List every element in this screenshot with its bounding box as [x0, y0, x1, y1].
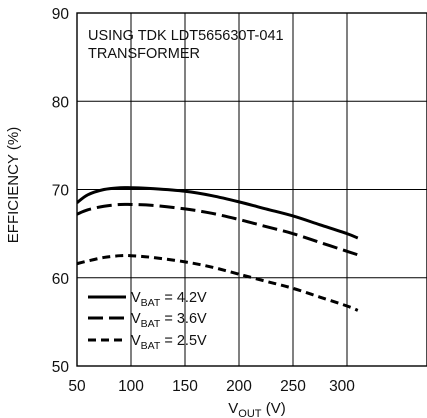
x-tick-label-200: 200	[226, 378, 252, 395]
y-tick-label-80: 80	[52, 94, 70, 111]
legend-label-4-2v-main: V	[131, 290, 141, 306]
legend-label-4-2v: VBAT = 4.2V	[131, 290, 207, 309]
legend-label-2-5v: VBAT = 2.5V	[131, 333, 207, 352]
x-tick-label-50: 50	[68, 378, 86, 395]
legend-label-3-6v-rest: = 3.6V	[160, 311, 207, 327]
y-tick-label-70: 70	[52, 183, 70, 200]
plot-frame	[76, 12, 427, 367]
legend: VBAT = 4.2V VBAT = 3.6V VBAT = 2.5V	[88, 290, 207, 352]
series-group	[77, 186, 359, 312]
y-tick-label-50: 50	[52, 359, 70, 376]
legend-label-3-6v: VBAT = 3.6V	[131, 311, 207, 330]
series-line-2-5v	[77, 253, 359, 312]
legend-label-2-5v-main: V	[131, 333, 141, 349]
x-tick-label-250: 250	[280, 378, 306, 395]
y-axis-title: EFFICIENCY (%)	[5, 127, 22, 243]
series-line-3-6v	[77, 202, 359, 257]
x-axis-title-unit: (V)	[262, 400, 286, 417]
legend-label-4-2v-sub: BAT	[141, 297, 161, 309]
y-tick-label-90: 90	[52, 6, 70, 23]
x-axis-title: VOUT (V)	[228, 400, 285, 418]
x-axis-title-main: V	[228, 400, 238, 417]
grid	[77, 13, 427, 366]
x-tick-label-100: 100	[118, 378, 144, 395]
tick-labels: 50 100 150 200 250 300 50 60 70 80 90	[52, 6, 356, 395]
x-axis-title-sub: OUT	[238, 408, 262, 418]
series-line-4-2v	[77, 186, 359, 240]
legend-label-2-5v-rest: = 2.5V	[160, 333, 207, 349]
legend-label-3-6v-main: V	[131, 311, 141, 327]
legend-label-2-5v-sub: BAT	[141, 340, 161, 352]
x-tick-label-300: 300	[329, 378, 355, 395]
legend-label-4-2v-rest: = 4.2V	[160, 290, 207, 306]
legend-label-3-6v-sub: BAT	[141, 318, 161, 330]
x-tick-label-150: 150	[172, 378, 198, 395]
note-line-2: TRANSFORMER	[88, 46, 200, 62]
y-tick-label-60: 60	[52, 271, 70, 288]
note-line-1: USING TDK LDT565630T-041	[88, 28, 284, 44]
